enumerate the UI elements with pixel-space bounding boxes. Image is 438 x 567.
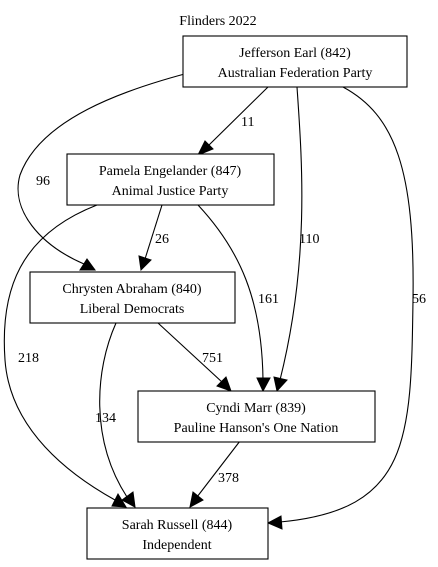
arrow-head [216, 376, 232, 392]
edge-engelander-russell: 218 [3, 204, 127, 508]
edge-earl-engelander: 11 [196, 86, 269, 156]
edge-label: 751 [202, 351, 223, 366]
edge-line [157, 322, 223, 383]
edge-label: 218 [18, 351, 39, 366]
edge-line [279, 86, 303, 381]
edge-earl-marr: 110 [273, 86, 319, 393]
node-box [182, 35, 408, 88]
edge-label: 96 [36, 174, 50, 189]
edge-line [208, 86, 269, 146]
edge-label: 110 [299, 232, 319, 247]
edge-line [196, 440, 241, 498]
node-pamela-engelander: Pamela Engelander (847) Animal Justice P… [66, 153, 275, 206]
node-box [29, 271, 236, 324]
node-box [86, 507, 269, 560]
node-candidate: Cyndi Marr (839) [206, 401, 306, 416]
edge-abraham-marr: 751 [157, 322, 232, 392]
node-candidate: Jefferson Earl (842) [239, 46, 351, 61]
edge-label: 56 [412, 292, 426, 307]
edge-line [99, 322, 128, 498]
arrow-head [266, 515, 283, 530]
edge-line [144, 204, 163, 260]
edge-label: 26 [155, 232, 169, 247]
node-box [137, 390, 376, 443]
arrow-head [79, 258, 96, 271]
node-chrysten-abraham: Chrysten Abraham (840) Liberal Democrats [29, 271, 236, 324]
edge-label: 378 [218, 471, 239, 486]
edge-engelander-abraham: 26 [138, 204, 169, 272]
node-candidate: Sarah Russell (844) [122, 518, 233, 533]
node-party: Liberal Democrats [80, 302, 185, 317]
node-candidate: Chrysten Abraham (840) [62, 282, 202, 297]
edge-line [3, 204, 116, 501]
arrow-head [196, 140, 214, 156]
arrow-head [273, 376, 288, 393]
edge-earl-russell: 56 [266, 86, 426, 530]
node-party: Independent [142, 538, 211, 553]
edge-marr-russell: 378 [189, 440, 241, 508]
edge-label: 134 [95, 411, 116, 426]
node-party: Pauline Hanson's One Nation [174, 421, 339, 436]
edge-engelander-marr: 161 [197, 204, 279, 393]
edge-line [197, 204, 264, 381]
edge-label: 11 [241, 115, 254, 130]
node-party: Australian Federation Party [218, 66, 373, 81]
arrow-head [138, 255, 152, 272]
node-candidate: Pamela Engelander (847) [99, 164, 242, 179]
node-jefferson-earl: Jefferson Earl (842) Australian Federati… [182, 35, 408, 88]
edge-label: 161 [258, 292, 279, 307]
arrow-head [256, 377, 271, 393]
edge-line [279, 86, 414, 523]
arrow-head [189, 491, 204, 508]
edge-abraham-russell: 134 [95, 322, 136, 508]
node-box [66, 153, 275, 206]
node-cyndi-marr: Cyndi Marr (839) Pauline Hanson's One Na… [137, 390, 376, 443]
diagram-title: Flinders 2022 [179, 14, 256, 29]
arrow-head [121, 491, 136, 508]
node-sarah-russell: Sarah Russell (844) Independent [86, 507, 269, 560]
node-party: Animal Justice Party [112, 184, 229, 199]
